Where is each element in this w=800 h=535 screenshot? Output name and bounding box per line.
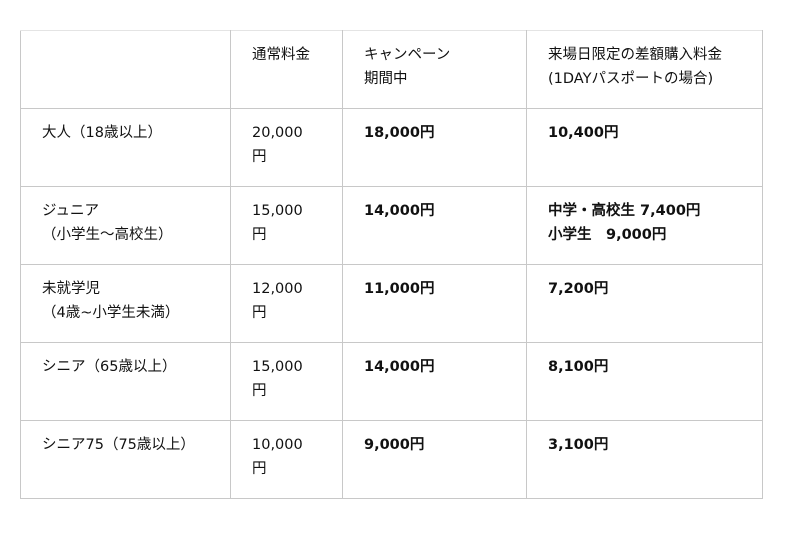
cell-line: 3,100円 [548, 437, 609, 453]
upgrade-price-cell: 8,100円 [526, 342, 763, 421]
price-table: 通常料金 キャンペーン 期間中 来場日限定の差額購入料金 (1DAYパスポートの… [20, 30, 763, 499]
cell-line: シニア（65歳以上） [42, 359, 177, 375]
category-cell: ジュニア （小学生～高校生） [20, 186, 231, 265]
regular-price-cell: 12,000円 [230, 264, 343, 343]
header-line: 期間中 [364, 71, 408, 87]
table-row: シニア75（75歳以上） 10,000円 9,000円 3,100円 [20, 420, 763, 499]
upgrade-price-cell: 3,100円 [526, 420, 763, 499]
regular-price-cell: 20,000円 [230, 108, 343, 187]
cell-line: 8,100円 [548, 359, 609, 375]
table-row: シニア（65歳以上） 15,000円 14,000円 8,100円 [20, 342, 763, 421]
cell-line: 小学生 9,000円 [548, 227, 667, 243]
header-line: キャンペーン [364, 47, 451, 63]
regular-price: 12,000円 [252, 281, 303, 321]
cell-line: 中学・高校生 7,400円 [548, 203, 701, 219]
campaign-price: 9,000円 [364, 437, 425, 453]
table-header-row: 通常料金 キャンペーン 期間中 来場日限定の差額購入料金 (1DAYパスポートの… [20, 30, 763, 109]
regular-price: 15,000円 [252, 359, 303, 399]
category-cell: シニア75（75歳以上） [20, 420, 231, 499]
cell-line: 10,400円 [548, 125, 619, 141]
regular-price: 10,000円 [252, 437, 303, 477]
category-cell: シニア（65歳以上） [20, 342, 231, 421]
campaign-price-cell: 14,000円 [342, 342, 527, 421]
cell-line: シニア75（75歳以上） [42, 437, 195, 453]
cell-line: 未就学児 [42, 281, 100, 297]
cell-line: （小学生～高校生） [42, 227, 173, 243]
upgrade-price-cell: 7,200円 [526, 264, 763, 343]
campaign-price: 14,000円 [364, 203, 435, 219]
regular-price-cell: 15,000円 [230, 342, 343, 421]
header-empty [20, 30, 231, 109]
cell-line: ジュニア [42, 203, 99, 219]
regular-price: 15,000円 [252, 203, 303, 243]
regular-price-cell: 15,000円 [230, 186, 343, 265]
campaign-price-cell: 18,000円 [342, 108, 527, 187]
cell-line: 大人（18歳以上） [42, 125, 162, 141]
cell-line: （4歳~小学生未満） [42, 305, 180, 321]
campaign-price: 18,000円 [364, 125, 435, 141]
upgrade-price-cell: 中学・高校生 7,400円 小学生 9,000円 [526, 186, 763, 265]
header-line: (1DAYパスポートの場合) [548, 71, 714, 87]
table-row: ジュニア （小学生～高校生） 15,000円 14,000円 中学・高校生 7,400円… [20, 186, 763, 265]
table-row: 大人（18歳以上） 20,000円 18,000円 10,400円 [20, 108, 763, 187]
campaign-price-cell: 11,000円 [342, 264, 527, 343]
category-cell: 未就学児 （4歳~小学生未満） [20, 264, 231, 343]
header-campaign-price: キャンペーン 期間中 [342, 30, 527, 109]
campaign-price-cell: 14,000円 [342, 186, 527, 265]
upgrade-price-cell: 10,400円 [526, 108, 763, 187]
header-regular-price: 通常料金 [230, 30, 343, 109]
regular-price: 20,000円 [252, 125, 303, 165]
category-cell: 大人（18歳以上） [20, 108, 231, 187]
header-line: 来場日限定の差額購入料金 [548, 47, 722, 63]
regular-price-cell: 10,000円 [230, 420, 343, 499]
table-row: 未就学児 （4歳~小学生未満） 12,000円 11,000円 7,200円 [20, 264, 763, 343]
header-upgrade-price: 来場日限定の差額購入料金 (1DAYパスポートの場合) [526, 30, 763, 109]
cell-line: 7,200円 [548, 281, 609, 297]
campaign-price-cell: 9,000円 [342, 420, 527, 499]
campaign-price: 14,000円 [364, 359, 435, 375]
campaign-price: 11,000円 [364, 281, 435, 297]
